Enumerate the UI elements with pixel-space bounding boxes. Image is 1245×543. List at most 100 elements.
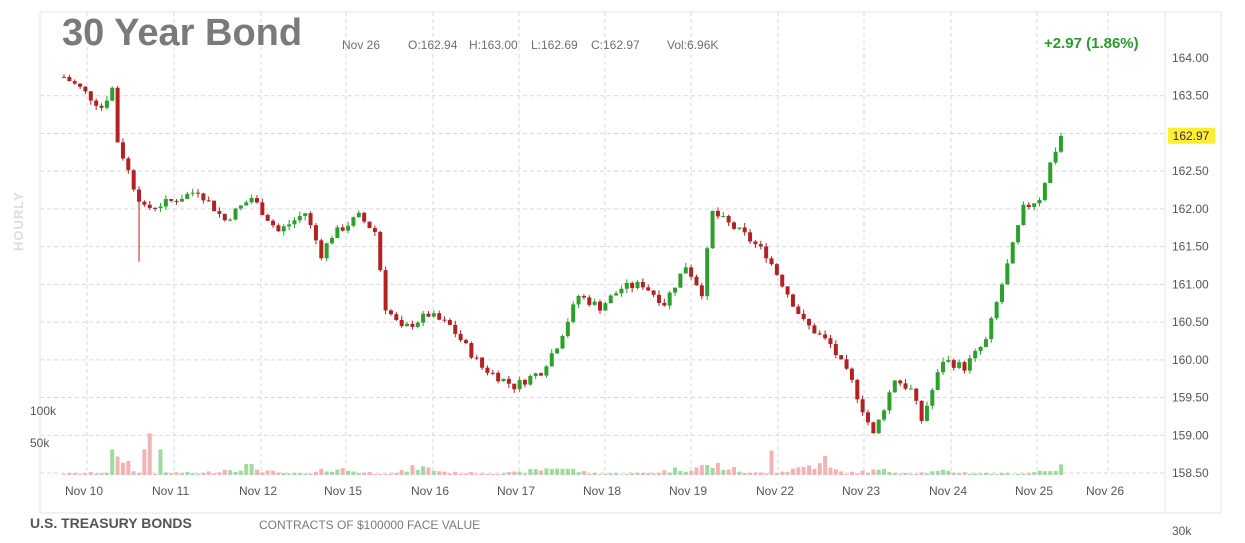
candle-body: [876, 419, 881, 434]
candle-body: [962, 362, 967, 371]
candle-body: [1053, 151, 1058, 163]
price-tick-label: 161.00: [1172, 277, 1209, 291]
volume-bar: [287, 473, 292, 475]
volume-bar: [721, 469, 726, 475]
candle-body: [941, 361, 946, 373]
volume-bar: [394, 473, 399, 475]
volume-bar: [780, 471, 785, 475]
ohlc-high: H:163.00: [469, 38, 518, 52]
candle-body: [464, 340, 468, 344]
volume-bar: [324, 471, 329, 475]
volume-bar: [405, 471, 410, 475]
candle-body: [732, 222, 736, 229]
volume-bar: [817, 463, 822, 475]
price-candles: [62, 74, 1063, 435]
volume-bar: [924, 473, 929, 475]
volume-bar: [62, 474, 66, 475]
time-tick-label: Nov 23: [842, 484, 880, 498]
volume-bar: [179, 473, 184, 475]
candle-body: [1042, 183, 1047, 200]
volume-bar: [410, 465, 415, 475]
volume-bar: [903, 473, 908, 475]
candle-body: [871, 422, 876, 434]
candle-body: [522, 380, 527, 385]
candle-body: [544, 366, 549, 376]
candle-body: [153, 207, 158, 209]
candle-body: [823, 334, 828, 339]
candle-body: [201, 193, 206, 201]
candle-body: [742, 227, 747, 233]
volume-bar: [1000, 473, 1004, 475]
candle-body: [581, 295, 586, 298]
volume-bar: [1037, 470, 1042, 475]
volume-bar: [667, 472, 672, 475]
volume-bar: [94, 473, 99, 475]
candle-body: [651, 290, 656, 295]
chart-title: 30 Year Bond: [62, 12, 303, 54]
candle-body: [957, 362, 962, 368]
candle-body: [469, 343, 474, 358]
volume-bar: [732, 466, 736, 475]
volume-bar: [1021, 473, 1026, 475]
volume-bar: [522, 473, 527, 475]
candle-body: [1037, 199, 1042, 204]
candle-body: [710, 210, 715, 249]
candle-body: [512, 383, 517, 390]
volume-bar: [67, 473, 72, 475]
candle-body: [120, 142, 125, 159]
volume-bar: [908, 473, 913, 475]
candle-body: [115, 87, 120, 143]
volume-bar: [598, 474, 602, 475]
volume-bar: [587, 473, 592, 475]
time-tick-label: Nov 10: [65, 484, 103, 498]
candle-body: [169, 199, 174, 201]
volume-bar: [346, 470, 351, 475]
time-tick-label: Nov 15: [324, 484, 362, 498]
candle-body: [335, 227, 340, 239]
candle-body: [431, 313, 436, 317]
volume-bar: [292, 472, 297, 475]
volume-bar: [790, 468, 795, 475]
candle-body: [721, 215, 726, 217]
candle-body: [362, 212, 367, 222]
price-axis: 164.00163.50163.00162.50162.00161.50161.…: [1172, 51, 1209, 480]
candle-body: [297, 216, 302, 221]
candle-body: [233, 208, 238, 220]
time-tick-label: Nov 26: [1086, 484, 1124, 498]
candle-body: [587, 297, 592, 305]
candle-body: [828, 338, 833, 345]
candle-body: [528, 375, 533, 385]
volume-bar: [823, 455, 828, 475]
volume-bar: [1026, 473, 1031, 475]
candle-body: [667, 292, 672, 306]
volume-bar: [774, 473, 779, 475]
volume-axis: 100k 50k: [30, 404, 57, 450]
volume-bar: [785, 472, 790, 475]
candle-body: [860, 399, 865, 413]
candle-body: [812, 325, 817, 334]
time-tick-label: Nov 24: [929, 484, 967, 498]
candle-body: [699, 285, 704, 297]
volume-bar: [828, 467, 833, 475]
candle-body: [276, 225, 281, 232]
candle-body: [785, 286, 790, 295]
volume-bar: [758, 472, 763, 475]
candle-body: [179, 198, 184, 202]
volume-bar: [646, 473, 651, 475]
volume-tick-label: 100k: [30, 404, 57, 418]
price-tick-label: 159.50: [1172, 391, 1209, 405]
volume-bar: [715, 463, 720, 475]
time-tick-label: Nov 18: [583, 484, 621, 498]
candle-body: [356, 212, 361, 218]
candle-body: [764, 246, 769, 259]
candle-body: [758, 244, 763, 247]
candle-body: [624, 282, 629, 289]
volume-bar: [206, 471, 211, 475]
volume-bar: [807, 465, 812, 475]
candle-body: [565, 321, 570, 336]
candle-body: [1026, 204, 1031, 208]
last-price-label: 162.97: [1173, 129, 1210, 143]
candle-body: [190, 192, 195, 194]
time-tick-label: Nov 19: [669, 484, 707, 498]
candle-body: [994, 302, 999, 319]
